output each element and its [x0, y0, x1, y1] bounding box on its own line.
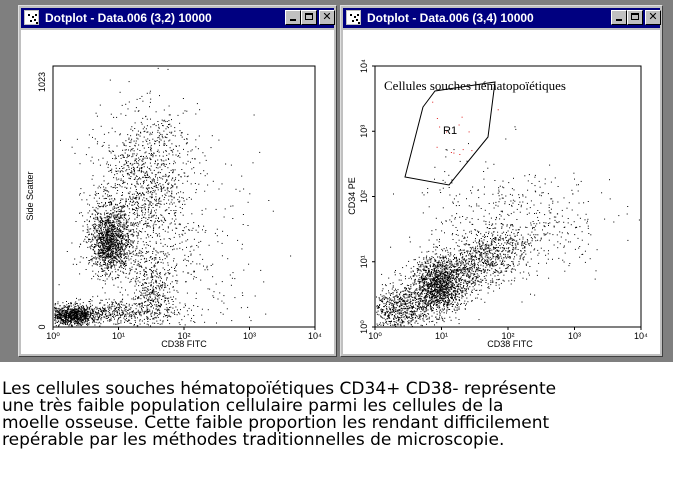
caption: Les cellules souches hématopoïétiques CD…: [0, 381, 673, 449]
dotplot-chart[interactable]: 10⁰ 10¹ 10² 10³ 10⁴ CD38 FITC Side Scatter 0…: [21, 30, 334, 354]
gate-r1-polygon[interactable]: [404, 81, 496, 186]
y-axis-label: CD34 PE: [347, 177, 357, 215]
y-tick-label: 10⁰: [359, 320, 369, 334]
x-tick-label: 10²: [177, 331, 190, 341]
title-bar[interactable]: Dotplot - Data.006 (3,4) 10000 ✕: [343, 8, 661, 28]
maximize-button[interactable]: [627, 10, 643, 25]
y-tick-max: 1023: [37, 72, 47, 92]
y-tick-min: 0: [37, 324, 47, 329]
y-tick-label: 10⁴: [359, 59, 369, 73]
x-tick-label: 10⁰: [46, 331, 60, 341]
x-tick-label: 10¹: [112, 331, 125, 341]
dotplot-app-icon[interactable]: [24, 10, 39, 25]
event-dots: [54, 67, 292, 327]
x-tick-label: 10²: [501, 331, 514, 341]
minimize-button[interactable]: [611, 10, 627, 25]
annotation-hsc: Cellules souches hématopoïétiques: [384, 78, 566, 93]
caption-line: moelle osseuse. Cette faible proportion …: [2, 413, 550, 433]
x-tick-label: 10³: [243, 331, 256, 341]
x-tick-label: 10⁴: [634, 331, 648, 341]
event-dots: [376, 101, 640, 327]
x-axis-label: CD38 FITC: [487, 339, 533, 349]
plot-frame: [374, 65, 642, 328]
x-tick-label: 10¹: [435, 331, 448, 341]
x-tick-label: 10⁴: [308, 331, 322, 341]
dotplot-window-cd34[interactable]: Dotplot - Data.006 (3,4) 10000 ✕ R1 Cell…: [340, 5, 663, 357]
plot-frame: [52, 65, 316, 328]
minimize-button[interactable]: [285, 10, 301, 25]
x-axis-label: CD38 FITC: [161, 339, 207, 349]
y-tick-label: 10³: [359, 125, 369, 138]
window-title: Dotplot - Data.006 (3,4) 10000: [367, 11, 534, 25]
caption-line: Les cellules souches hématopoïétiques CD…: [2, 379, 557, 399]
y-axis-label: Side Scatter: [25, 171, 35, 220]
x-tick-label: 10³: [568, 331, 581, 341]
dotplot-window-side-scatter[interactable]: Dotplot - Data.006 (3,2) 10000 ✕ 10⁰ 10¹ 1…: [18, 5, 337, 357]
close-button[interactable]: ✕: [645, 10, 661, 25]
title-bar[interactable]: Dotplot - Data.006 (3,2) 10000 ✕: [21, 8, 335, 28]
dotplot-app-icon[interactable]: [346, 10, 361, 25]
dotplot-chart[interactable]: R1 Cellules souches hématopoïétiques 10⁰…: [343, 30, 660, 354]
y-tick-label: 10²: [359, 190, 369, 203]
maximize-button[interactable]: [301, 10, 317, 25]
plot-area[interactable]: 10⁰ 10¹ 10² 10³ 10⁴ CD38 FITC Side Scatter 0…: [21, 30, 334, 354]
y-tick-label: 10¹: [359, 255, 369, 268]
window-title: Dotplot - Data.006 (3,2) 10000: [45, 11, 212, 25]
close-button[interactable]: ✕: [319, 10, 335, 25]
plot-area[interactable]: R1 Cellules souches hématopoïétiques 10⁰…: [343, 30, 660, 354]
gate-r1-label: R1: [443, 125, 457, 137]
caption-line: une très faible population cellulaire pa…: [2, 396, 504, 416]
x-tick-label: 10⁰: [368, 331, 382, 341]
caption-line: repérable par les méthodes traditionnell…: [2, 430, 505, 450]
